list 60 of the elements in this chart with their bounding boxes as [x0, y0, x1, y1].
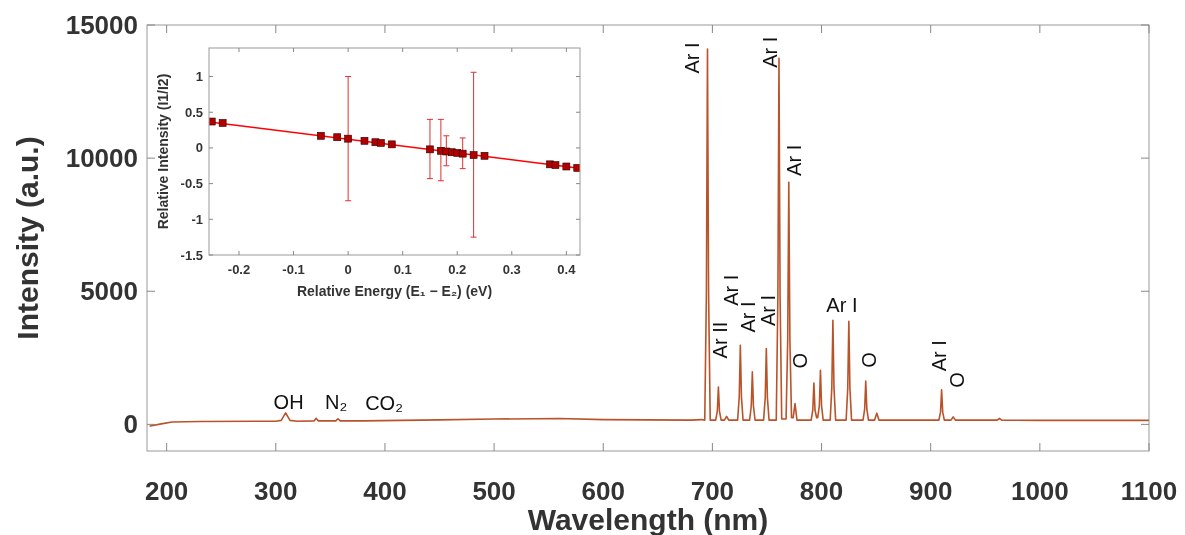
- y-axis-title: Intensity (a.u.): [11, 136, 44, 340]
- annotation: Ar I: [782, 144, 805, 176]
- point: [458, 149, 467, 158]
- x-tick-label: 0.1: [393, 262, 412, 277]
- annotation: O: [857, 352, 880, 368]
- point: [469, 151, 478, 159]
- point: [344, 134, 352, 143]
- annotation: Ar I: [757, 294, 780, 327]
- x-tick-label: -0.2: [227, 262, 251, 277]
- annotation: O: [946, 372, 969, 388]
- x-tick-label: 500: [472, 476, 516, 506]
- x-tick-label: 1100: [1120, 476, 1178, 506]
- x-tick-label: 0.3: [502, 262, 521, 277]
- point: [317, 132, 325, 140]
- annotation: CO₂: [365, 391, 403, 414]
- y-tick-label: -0.5: [180, 176, 203, 192]
- y-tick-label: 0: [123, 409, 138, 440]
- y-tick-label: -1: [191, 211, 203, 227]
- y-tick-label: 1: [195, 69, 203, 85]
- y-tick-label: 10000: [65, 143, 138, 174]
- point: [551, 161, 560, 169]
- y-tick-label: 0.5: [184, 104, 203, 120]
- x-tick-label: 0.4: [557, 262, 577, 277]
- y-tick-label: 0: [195, 140, 203, 156]
- annotation: Ar I: [826, 294, 858, 317]
- annotation: Ar II: [709, 321, 732, 359]
- x-tick-label: -0.1: [282, 262, 305, 277]
- x-tick-label: 300: [254, 476, 298, 506]
- point: [360, 136, 369, 145]
- x-tick-label: 700: [690, 476, 735, 506]
- point: [209, 117, 216, 126]
- y-tick-label: -1.5: [180, 247, 203, 263]
- x-axis-title: Relative Energy (E₁ − E₂) (eV): [296, 283, 493, 299]
- point: [573, 164, 580, 172]
- x-tick-label: 900: [909, 476, 953, 506]
- x-tick-label: 600: [581, 476, 625, 506]
- point: [218, 119, 227, 127]
- point: [562, 162, 571, 171]
- y-axis-title: Relative Intensity (I1/I2): [155, 73, 171, 230]
- x-tick-label: 0.2: [448, 262, 467, 277]
- x-tick-label: 200: [144, 476, 189, 506]
- y-tick-label: 5000: [80, 276, 138, 307]
- y-tick-label: 15000: [65, 10, 138, 41]
- point: [333, 133, 342, 142]
- point: [387, 140, 396, 149]
- line-series: [149, 48, 1149, 427]
- x-tick-label: 1000: [1010, 476, 1069, 506]
- annotation: Ar I: [681, 42, 704, 74]
- point: [377, 139, 385, 147]
- annotation: OH: [273, 390, 304, 413]
- annotation: N₂: [325, 391, 348, 414]
- x-tick-label: 800: [799, 476, 844, 506]
- x-tick-label: 400: [363, 476, 407, 506]
- annotation: O: [789, 352, 812, 369]
- x-tick-label: 0: [344, 262, 352, 277]
- annotation: Ar I: [927, 340, 950, 372]
- annotation: Ar I: [737, 301, 760, 333]
- annotation: Ar I: [758, 36, 781, 68]
- point: [480, 151, 489, 160]
- point: [426, 145, 434, 154]
